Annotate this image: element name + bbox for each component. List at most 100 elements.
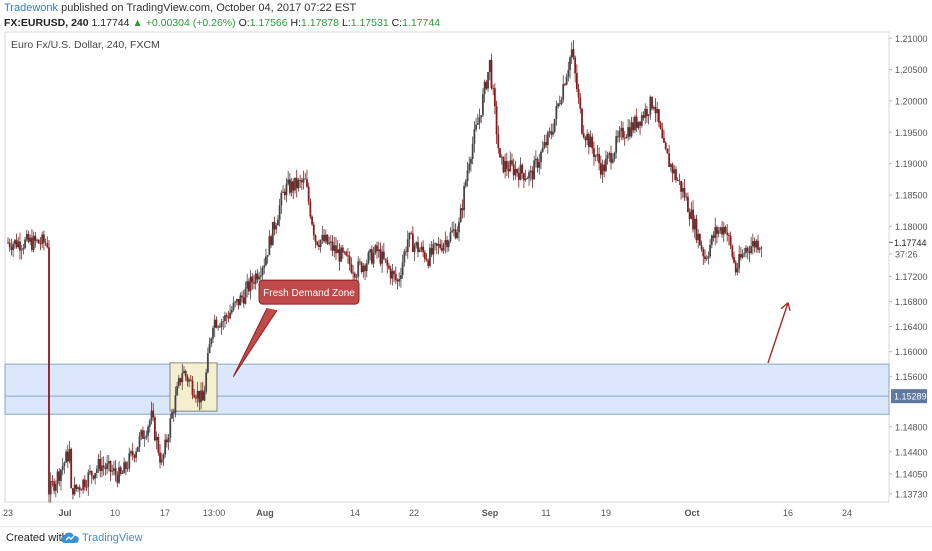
candle-body [225, 315, 228, 317]
candle-body [174, 395, 177, 414]
candlestick-chart[interactable]: Fresh Demand Zone Euro Fx/U.S. Dollar, 24… [3, 30, 929, 524]
candle-body [347, 255, 349, 257]
candle-body [418, 249, 421, 252]
y-tick-label: 1.16400 [895, 322, 928, 332]
candle-body [32, 235, 35, 250]
y-tick-label: 1.17200 [895, 272, 928, 282]
candle-body [31, 237, 33, 250]
candle-body [314, 235, 317, 242]
candle-body [704, 256, 706, 260]
candle-body [403, 251, 406, 263]
candle-body [335, 245, 337, 254]
projection-arrow-head [780, 302, 791, 311]
candle-body [154, 417, 156, 441]
candle-body [565, 76, 568, 85]
candle-body [678, 180, 681, 182]
candle-body [497, 134, 500, 149]
candle-body [247, 281, 250, 292]
candle-body [329, 241, 332, 243]
candle-body [362, 265, 365, 273]
candle-body [372, 253, 375, 264]
candle-body [37, 239, 40, 244]
candle-body [288, 179, 291, 193]
open-value: 1.17566 [249, 17, 288, 29]
candle-body [750, 246, 753, 254]
candle-body [644, 108, 647, 118]
candle-body [451, 230, 454, 233]
candle-body [169, 418, 172, 438]
candle-body [454, 229, 457, 239]
candle-body [215, 319, 218, 328]
candle-body [348, 256, 351, 265]
candle-body [22, 248, 25, 250]
candle-body [630, 122, 633, 137]
candle-body [575, 73, 578, 89]
candle-body [632, 122, 635, 131]
candle-body [651, 96, 653, 109]
candle-body [159, 452, 161, 463]
close-value: 1.17744 [402, 17, 441, 29]
candle-body [290, 181, 293, 193]
candle-body [89, 471, 91, 473]
candle-body [241, 295, 243, 298]
price-change: ▲ +0.00304 (+0.26%) [132, 17, 236, 29]
candle-body [490, 59, 493, 88]
x-tick-label: 22 [409, 508, 419, 518]
candle-body [603, 164, 606, 172]
candle-body [605, 158, 607, 172]
candle-body [444, 239, 447, 245]
candle-body [94, 473, 97, 479]
y-tick-label: 1.16800 [895, 297, 928, 307]
candle-body [189, 379, 192, 381]
candle-body [429, 247, 431, 266]
candle-body [473, 129, 476, 145]
candle-body [312, 224, 315, 236]
x-tick-label: Sep [482, 508, 499, 518]
candle-body [17, 241, 20, 248]
candle-body [649, 96, 652, 115]
candle-body [263, 265, 266, 269]
candle-body [524, 178, 527, 181]
candle-body [345, 251, 348, 256]
candle-body [213, 319, 216, 329]
candle-body [435, 243, 438, 246]
tradingview-brand[interactable]: TradingView [82, 532, 143, 544]
candle-body [432, 243, 435, 255]
candle-body [208, 344, 211, 354]
candle-body [157, 436, 160, 453]
candle-body [63, 462, 66, 467]
candle-body [480, 115, 483, 118]
plot-frame [4, 31, 890, 503]
y-tick-label: 1.15289 [894, 392, 927, 402]
candle-body [78, 487, 81, 491]
y-tick-label: 1.19500 [895, 128, 928, 138]
candle-body [234, 301, 237, 303]
candle-body [615, 136, 618, 153]
created-with-text: Created with [6, 532, 68, 544]
candle-body [360, 262, 363, 273]
candle-body [627, 127, 630, 138]
candle-body [102, 465, 105, 468]
candle-body [217, 326, 220, 328]
candle-body [599, 162, 602, 175]
candle-body [748, 251, 751, 254]
candle-body [295, 177, 298, 189]
candle-body [702, 249, 705, 257]
candle-body [277, 219, 279, 226]
candle-body [8, 242, 11, 248]
candle-body [304, 178, 307, 180]
candle-body [406, 239, 409, 252]
candle-body [586, 134, 589, 141]
candle-body [577, 88, 580, 98]
candle-body [7, 242, 9, 244]
author-link[interactable]: Tradewonk [4, 2, 59, 14]
candle-body [504, 160, 507, 172]
chart-area[interactable]: Fresh Demand Zone Euro Fx/U.S. Dollar, 24… [3, 30, 929, 524]
candle-body [487, 72, 489, 89]
candle-body [131, 451, 134, 456]
candle-body [259, 275, 262, 277]
candle-body [628, 127, 631, 137]
x-tick-label: 16 [783, 508, 793, 518]
candle-body [341, 247, 344, 253]
candle-body [733, 256, 735, 263]
